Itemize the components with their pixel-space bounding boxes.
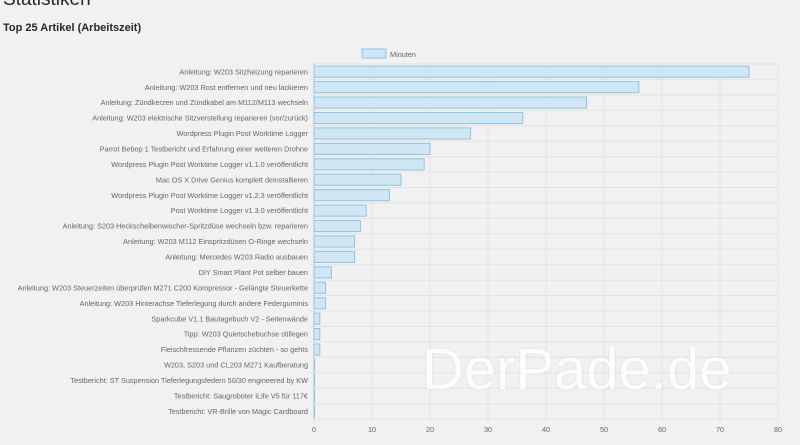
bar[interactable]: [313, 204, 367, 217]
category-label: Wordpress Plugin Post Worktime Logger v1…: [111, 160, 308, 169]
legend-label: Minuten: [390, 50, 416, 59]
category-label: Anleitung: Zündkerzen und Zündkabel am M…: [101, 98, 308, 107]
x-tick-label: 50: [600, 425, 608, 434]
bars: [313, 65, 750, 418]
x-tick-label: 30: [484, 425, 492, 434]
page-heading: Statistiken: [3, 0, 91, 11]
category-label: Wordpress Plugin Post Worktime Logger v1…: [111, 191, 308, 200]
bar[interactable]: [313, 250, 356, 263]
bar[interactable]: [313, 65, 750, 78]
bar[interactable]: [313, 312, 321, 325]
category-label: Anleitung: W203 Rost entfernen und neu l…: [145, 83, 308, 92]
x-tick-labels: 0 10 20 30 40 50 60 70 80: [312, 425, 782, 434]
x-tick-label: 0: [312, 425, 316, 434]
category-label: Testbericht: ST Suspension Tieferlegungs…: [70, 376, 308, 385]
category-label: W203, S203 und CL203 M271 Kaufberatung: [164, 361, 308, 370]
bar[interactable]: [313, 266, 332, 279]
legend-swatch: [361, 48, 387, 59]
x-tick-label: 80: [774, 425, 782, 434]
bar[interactable]: [313, 220, 361, 233]
bar[interactable]: [313, 405, 316, 418]
category-label: Fleischfressende Pflanzen züchten - so g…: [161, 345, 309, 354]
category-label: Anleitung: S203 Heckscheibenwischer-Spri…: [63, 222, 308, 231]
category-label: Parrot Bebop 1 Testbericht und Erfahrung…: [100, 144, 308, 153]
category-label: Tipp: W203 Quietschebuchse stillegen: [184, 330, 308, 339]
x-tick-label: 60: [658, 425, 666, 434]
category-label: Anleitung: W203 elektrische Sitzverstell…: [92, 114, 308, 123]
category-label: Wordpress Plugin Post Worktime Logger: [176, 129, 308, 138]
category-label: Anleitung: W203 Sitzheizung reparieren: [179, 67, 308, 76]
bar[interactable]: [313, 374, 316, 387]
bar[interactable]: [313, 281, 327, 294]
bar[interactable]: [313, 358, 316, 372]
bar[interactable]: [313, 96, 588, 109]
bar[interactable]: [313, 389, 316, 402]
bar[interactable]: [313, 328, 321, 341]
category-label: Testbericht: Saugroboter iLife V5 für 11…: [174, 391, 308, 400]
bar[interactable]: [313, 142, 431, 155]
bar[interactable]: [313, 343, 321, 356]
watermark: DerPade.de: [422, 337, 732, 402]
bar[interactable]: [313, 297, 327, 310]
category-label: Anleitung: W203 Steuerzeiten überprüfen …: [18, 283, 308, 292]
category-label: Anleitung: W203 M112 Einspritzdüsen O-Ri…: [123, 237, 308, 246]
bar[interactable]: [313, 158, 425, 171]
bar[interactable]: [313, 111, 524, 125]
bar[interactable]: [313, 127, 472, 140]
category-label: Mac OS X Drive Genius komplett deinstall…: [156, 175, 308, 184]
bar[interactable]: [313, 189, 390, 202]
x-tick-label: 70: [716, 425, 724, 434]
category-label: Sparkcube V1.1 Bautagebuch V2 - Seitenwä…: [151, 314, 308, 323]
x-tick-label: 40: [542, 425, 550, 434]
category-labels: Anleitung: W203 Sitzheizung reparieren An…: [18, 67, 309, 416]
category-label: DIY Smart Plant Pot selber bauen: [199, 268, 308, 277]
section-title: Top 25 Artikel (Arbeitszeit): [3, 22, 142, 34]
category-label: Anleitung: Mercedes W203 Radio ausbauen: [165, 253, 308, 262]
x-tick-label: 10: [368, 425, 376, 434]
category-label: Post Worktime Logger v1.3.0 veröffentlic…: [171, 206, 308, 215]
bar[interactable]: [313, 173, 402, 186]
category-label: Anleitung: W203 Hinterachse Tieferlegung…: [80, 299, 309, 308]
category-label: Testbericht: VR-Brille von Magic Cardboa…: [168, 407, 308, 416]
x-tick-label: 20: [426, 425, 434, 434]
bar[interactable]: [313, 81, 640, 94]
legend[interactable]: Minuten: [361, 48, 416, 59]
bar[interactable]: [313, 235, 356, 248]
